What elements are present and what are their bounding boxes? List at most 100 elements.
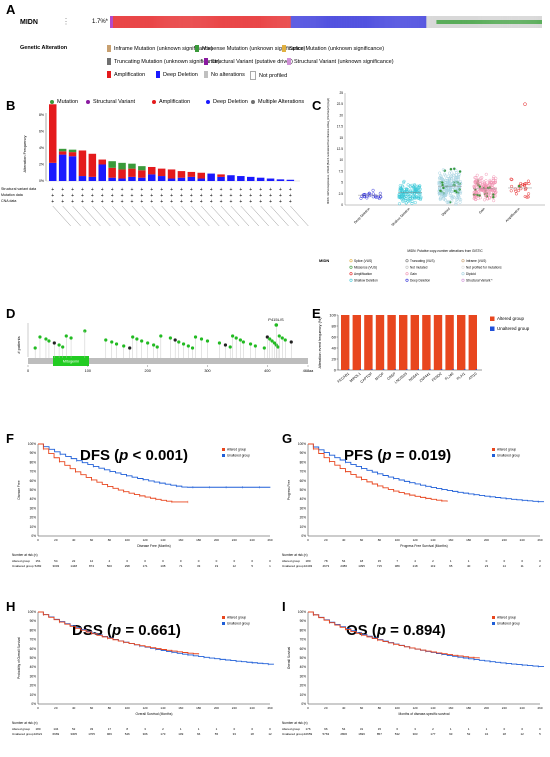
legend-swatch [490, 316, 495, 321]
legend-marker [405, 278, 409, 282]
oncoprint-mutation [539, 20, 541, 24]
oncoprint-sample [318, 16, 320, 28]
legend-item: No alterations [204, 71, 245, 78]
oncoprint-sample [172, 16, 174, 28]
oncoprint-mutation [482, 20, 484, 24]
oncoprint-sample [418, 16, 420, 28]
risk-value: 34 [485, 732, 489, 736]
mutation-point [449, 168, 453, 171]
legend-swatch [222, 616, 225, 619]
expression-point [450, 194, 454, 198]
row-label: Structural variant data [1, 187, 36, 191]
expression-point [397, 202, 401, 206]
oncoprint-sample [388, 16, 390, 28]
oncoprint-mutation [436, 20, 438, 24]
expression-point [454, 176, 458, 180]
oncoprint-mutation [520, 20, 522, 24]
y-tick: 60% [300, 479, 307, 483]
expression-point [484, 187, 488, 191]
oncoprint-sample [156, 16, 158, 28]
lollipop-head [262, 346, 266, 350]
risk-value: 0 [251, 559, 253, 563]
legend-swatch [222, 622, 225, 625]
oncoprint-sample [118, 16, 119, 28]
oncoprint-sample [353, 16, 354, 28]
y-tick: 15 [339, 136, 343, 140]
y-tick: 10% [300, 525, 307, 529]
expression-point [446, 201, 450, 205]
oncoprint-mutation [511, 20, 513, 24]
data-available-marker: + [91, 187, 94, 193]
oncoprint-mutation [452, 20, 454, 24]
oncoprint-sample [321, 16, 323, 28]
oncoprint-sample [210, 16, 212, 28]
panel-c-letter: C [312, 98, 322, 113]
risk-value: 874 [89, 564, 94, 568]
oncoprint-sample [149, 16, 150, 28]
oncoprint-sample [255, 16, 257, 28]
oncoprint-sample [236, 16, 238, 28]
expression-point [514, 189, 518, 193]
cancer-type-label [240, 205, 259, 227]
expression-point [476, 183, 480, 187]
risk-row-label: Unaltered group [282, 732, 304, 736]
risk-value: 1 [180, 727, 182, 731]
x-tick: 200 [214, 706, 219, 710]
risk-value: 180 [35, 727, 40, 731]
risk-value: 15 [378, 727, 382, 731]
os-title: OS (p = 0.894) [346, 622, 446, 639]
oncoprint-sample [434, 16, 436, 28]
data-available-marker: + [160, 199, 163, 205]
bar-segment [237, 176, 245, 181]
y-tick: 12.5 [337, 147, 343, 151]
expression-point [472, 185, 476, 189]
oncoprint-sample [326, 16, 327, 28]
oncoprint-mutation [525, 20, 527, 24]
oncoprint-mutation [526, 20, 528, 24]
oncoprint-sample [160, 16, 162, 28]
oncoprint-sample [296, 16, 298, 28]
risk-value: 12 [90, 559, 94, 563]
legend-label: Inframe Mutation (unknown significance) [114, 45, 213, 52]
cancer-type-label [191, 205, 210, 227]
risk-value: 2 [162, 727, 164, 731]
expression-point [516, 189, 520, 193]
legend-item: Structural Variant (unknown significance… [287, 58, 394, 65]
menu-dots-icon[interactable]: ⋮ [62, 17, 70, 26]
lollipop-head [283, 338, 287, 342]
data-available-marker: + [91, 199, 94, 205]
bar-segment [256, 177, 265, 181]
oncoprint-sample [205, 16, 207, 28]
legend-label: Altered group [497, 448, 516, 452]
oncoprint-sample [234, 16, 236, 28]
oncoprint-mutation [477, 20, 479, 24]
oncoprint-sample [339, 16, 340, 28]
legend-marker [349, 259, 353, 263]
risk-table-header: Number at risk (n) [282, 553, 308, 557]
x-tick: 0 [37, 706, 39, 710]
expression-point [514, 192, 518, 196]
oncoprint-mutation [533, 20, 535, 24]
bar-segment [88, 153, 97, 177]
x-tick: 160 [178, 538, 183, 542]
risk-row-label: Altered group [12, 559, 30, 563]
oncoprint-sample [257, 16, 259, 28]
oncoprint-mutation [528, 20, 530, 24]
expression-point [442, 196, 446, 200]
risk-value: 12 [268, 732, 272, 736]
bar-segment [88, 176, 97, 181]
data-available-marker: + [61, 199, 64, 205]
risk-value: 0 [144, 559, 146, 563]
expression-point [441, 177, 445, 181]
legend-label: No alterations [211, 71, 245, 78]
oncoprint-sample [278, 16, 280, 28]
expression-point [413, 190, 417, 194]
oncoprint-mutation [463, 20, 465, 24]
data-available-marker: + [190, 199, 193, 205]
oncoprint-sample [384, 16, 386, 28]
risk-value: 1448 [70, 564, 77, 568]
data-available-marker: + [239, 199, 242, 205]
x-tick: 200 [484, 538, 489, 542]
y-axis-label: Alteration event frequency (%) [318, 317, 322, 369]
y-axis-label: # patients [16, 336, 21, 353]
